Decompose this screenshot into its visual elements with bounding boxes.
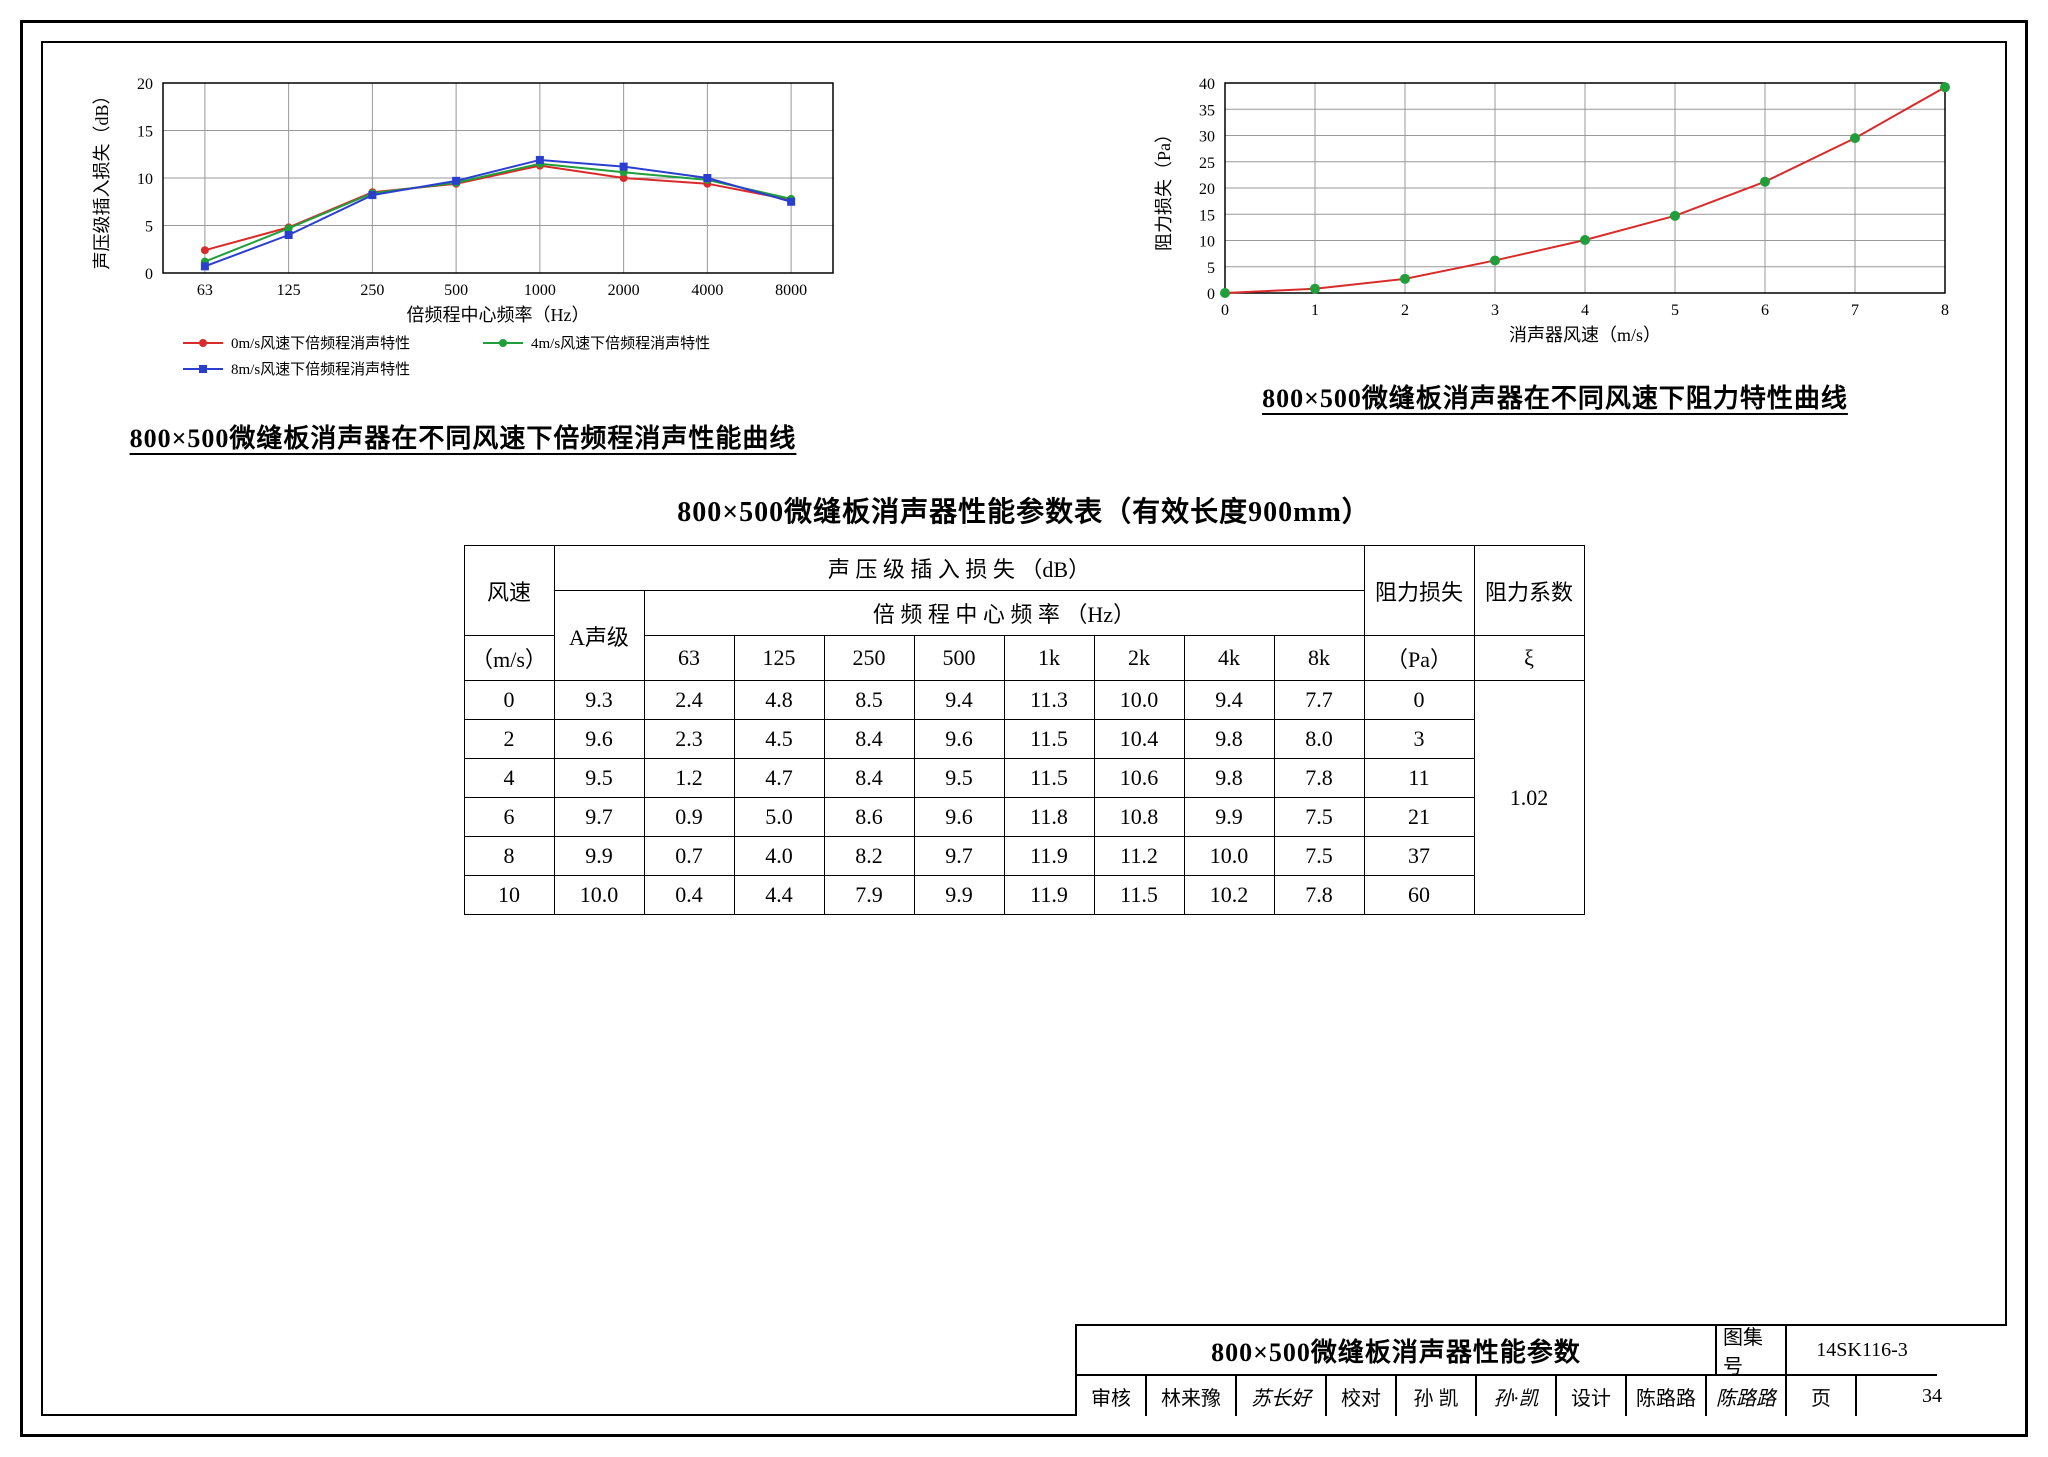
design-label: 设计 — [1557, 1376, 1627, 1416]
svg-text:1000: 1000 — [524, 282, 556, 299]
svg-text:倍频程中心频率（Hz）: 倍频程中心频率（Hz） — [407, 305, 590, 325]
svg-text:5: 5 — [1671, 302, 1679, 319]
svg-text:15: 15 — [137, 124, 153, 141]
review-sig: 苏长好 — [1237, 1376, 1327, 1416]
svg-text:8m/s风速下倍频程消声特性: 8m/s风速下倍频程消声特性 — [231, 360, 410, 378]
svg-text:消声器风速（m/s）: 消声器风速（m/s） — [1509, 325, 1661, 345]
setnum-value: 14SK116-3 — [1787, 1326, 1937, 1376]
svg-text:25: 25 — [1199, 155, 1215, 172]
svg-text:4: 4 — [1581, 302, 1589, 319]
drawing-frame: 05101520631252505001000200040008000倍频程中心… — [20, 20, 2028, 1437]
svg-text:8: 8 — [1941, 302, 1949, 319]
svg-text:5: 5 — [1207, 260, 1215, 277]
svg-text:3: 3 — [1491, 302, 1499, 319]
chart1-block: 0 5 10 15 20 63 125 250 500 1000 2000 4000 8000 倍频程中心… — [73, 63, 853, 455]
check-label: 校对 — [1327, 1376, 1397, 1416]
setnum-label: 图集号 — [1717, 1326, 1787, 1376]
svg-text:10: 10 — [1199, 234, 1215, 251]
check-name: 孙 凯 — [1397, 1376, 1477, 1416]
svg-text:声压级插入损失（dB）: 声压级插入损失（dB） — [92, 86, 112, 269]
chart1-caption: 800×500微缝板消声器在不同风速下倍频程消声性能曲线 — [130, 418, 797, 455]
svg-text:5: 5 — [145, 219, 153, 236]
svg-text:30: 30 — [1199, 129, 1215, 146]
chart2-caption: 800×500微缝板消声器在不同风速下阻力特性曲线 — [1262, 378, 1848, 415]
svg-text:0: 0 — [1221, 302, 1229, 319]
svg-text:2000: 2000 — [608, 282, 640, 299]
performance-table: 风速声 压 级 插 入 损 失 （dB）阻力损失阻力系数A声级倍 频 程 中 心… — [464, 545, 1585, 915]
svg-text:15: 15 — [1199, 207, 1215, 224]
svg-text:8000: 8000 — [775, 282, 807, 299]
design-name: 陈路路 — [1627, 1376, 1707, 1416]
chart2: 0 5 10 15 20 25 30 35 40 0 1 2 3 4 5 6 7 8 消声器风速（m/s） 阻力损失（… — [1135, 63, 1975, 363]
svg-text:125: 125 — [277, 282, 301, 299]
design-sig: 陈路路 — [1707, 1376, 1787, 1416]
svg-text:7: 7 — [1851, 302, 1859, 319]
svg-text:20: 20 — [137, 76, 153, 93]
svg-text:63: 63 — [197, 282, 213, 299]
svg-text:250: 250 — [360, 282, 384, 299]
svg-text:35: 35 — [1199, 102, 1215, 119]
review-name: 林来豫 — [1147, 1376, 1237, 1416]
svg-text:0m/s风速下倍频程消声特性: 0m/s风速下倍频程消声特性 — [231, 334, 410, 352]
chart1: 0 5 10 15 20 63 125 250 500 1000 2000 4000 8000 倍频程中心… — [73, 63, 853, 403]
svg-text:2: 2 — [1401, 302, 1409, 319]
page-label: 页 — [1787, 1376, 1857, 1416]
svg-text:500: 500 — [444, 282, 468, 299]
titleblock: 800×500微缝板消声器性能参数 图集号 14SK116-3 审核 林来豫 苏… — [1075, 1324, 2007, 1416]
svg-text:0: 0 — [145, 266, 153, 283]
svg-text:10: 10 — [137, 171, 153, 188]
page-value: 34 — [1857, 1376, 2007, 1416]
inner-frame: 05101520631252505001000200040008000倍频程中心… — [41, 41, 2007, 1416]
svg-text:阻力损失（Pa）: 阻力损失（Pa） — [1154, 125, 1174, 251]
review-label: 审核 — [1077, 1376, 1147, 1416]
titleblock-title: 800×500微缝板消声器性能参数 — [1077, 1326, 1717, 1376]
table-title: 800×500微缝板消声器性能参数表（有效长度900mm） — [73, 490, 1975, 530]
check-sig: 孙·凯 — [1477, 1376, 1557, 1416]
chart2-block: 0 5 10 15 20 25 30 35 40 0 1 2 3 4 5 6 7 8 消声器风速（m/s） 阻力损失（… — [1135, 63, 1975, 455]
svg-text:4m/s风速下倍频程消声特性: 4m/s风速下倍频程消声特性 — [531, 334, 710, 352]
svg-text:40: 40 — [1199, 76, 1215, 93]
svg-text:1: 1 — [1311, 302, 1319, 319]
svg-text:4000: 4000 — [691, 282, 723, 299]
svg-text:20: 20 — [1199, 181, 1215, 198]
svg-text:6: 6 — [1761, 302, 1769, 319]
charts-row: 05101520631252505001000200040008000倍频程中心… — [73, 63, 1975, 455]
svg-text:0: 0 — [1207, 286, 1215, 303]
